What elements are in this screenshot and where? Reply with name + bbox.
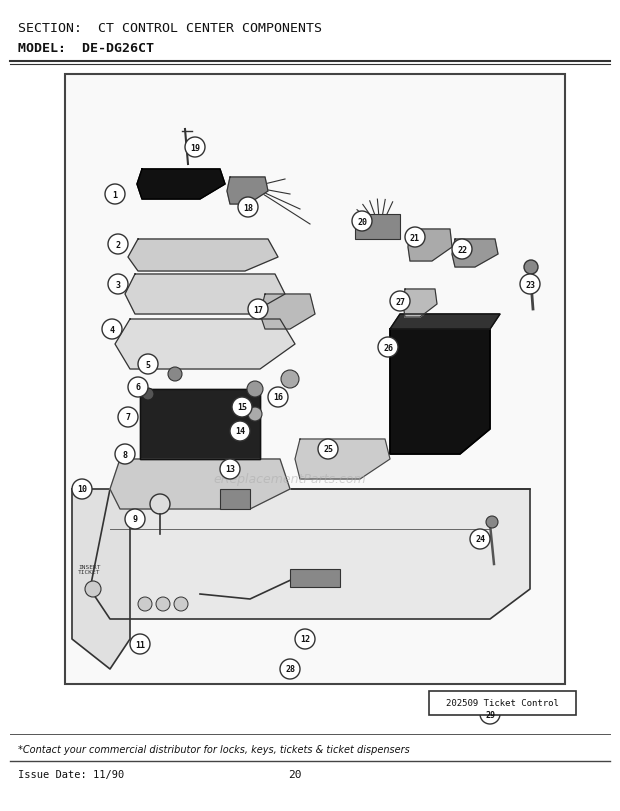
- Bar: [355, 215, 400, 240]
- Polygon shape: [115, 320, 295, 370]
- Text: 2: 2: [115, 240, 120, 249]
- Text: 12: 12: [300, 635, 310, 644]
- Polygon shape: [227, 178, 268, 204]
- Text: 17: 17: [253, 305, 263, 314]
- Polygon shape: [408, 230, 452, 262]
- Text: 13: 13: [225, 465, 235, 474]
- Bar: [290, 569, 340, 587]
- Circle shape: [486, 517, 498, 528]
- Text: 16: 16: [273, 393, 283, 402]
- Circle shape: [115, 444, 135, 465]
- Polygon shape: [403, 290, 437, 318]
- Bar: [65, 75, 565, 684]
- Text: 20: 20: [357, 217, 367, 226]
- Circle shape: [247, 381, 263, 397]
- Text: 15: 15: [237, 403, 247, 412]
- FancyBboxPatch shape: [429, 691, 576, 715]
- Circle shape: [105, 185, 125, 204]
- Text: SECTION:  CT CONTROL CENTER COMPONENTS: SECTION: CT CONTROL CENTER COMPONENTS: [18, 22, 322, 35]
- Circle shape: [128, 378, 148, 397]
- Text: 21: 21: [410, 234, 420, 242]
- Circle shape: [156, 597, 170, 611]
- Circle shape: [102, 320, 122, 340]
- Circle shape: [142, 388, 154, 401]
- Text: 14: 14: [235, 427, 245, 436]
- Polygon shape: [72, 489, 130, 669]
- Polygon shape: [295, 440, 390, 479]
- Text: MODEL:  DE-DG26CT: MODEL: DE-DG26CT: [18, 42, 154, 55]
- Circle shape: [281, 371, 299, 388]
- Text: 26: 26: [383, 343, 393, 352]
- Text: 5: 5: [146, 360, 151, 369]
- Circle shape: [318, 440, 338, 460]
- Circle shape: [220, 460, 240, 479]
- Text: 8: 8: [123, 450, 128, 459]
- Polygon shape: [260, 294, 315, 329]
- Text: 19: 19: [190, 144, 200, 152]
- Circle shape: [85, 581, 101, 597]
- Text: *Contact your commercial distributor for locks, keys, tickets & ticket dispenser: *Contact your commercial distributor for…: [18, 744, 410, 754]
- Circle shape: [520, 275, 540, 294]
- Polygon shape: [125, 275, 285, 315]
- Text: Issue Date: 11/90: Issue Date: 11/90: [18, 769, 124, 779]
- Text: 27: 27: [395, 297, 405, 306]
- Circle shape: [480, 704, 500, 724]
- Text: 28: 28: [285, 665, 295, 674]
- Circle shape: [168, 367, 182, 381]
- Polygon shape: [390, 329, 490, 454]
- Circle shape: [524, 260, 538, 275]
- Text: 3: 3: [115, 280, 120, 290]
- Circle shape: [295, 629, 315, 649]
- Text: 202509 Ticket Control: 202509 Ticket Control: [446, 698, 559, 708]
- Text: 9: 9: [133, 515, 138, 524]
- Bar: [220, 489, 250, 509]
- Polygon shape: [90, 489, 530, 620]
- Circle shape: [390, 292, 410, 311]
- Circle shape: [185, 138, 205, 158]
- Circle shape: [405, 228, 425, 247]
- Text: 11: 11: [135, 640, 145, 649]
- Circle shape: [470, 530, 490, 549]
- Text: INSERT
TICKET: INSERT TICKET: [78, 564, 100, 575]
- Circle shape: [138, 354, 158, 375]
- Circle shape: [150, 495, 170, 514]
- Circle shape: [452, 240, 472, 260]
- Circle shape: [230, 422, 250, 441]
- Circle shape: [108, 234, 128, 255]
- Text: eReplacementParts.com: eReplacementParts.com: [214, 473, 366, 486]
- Circle shape: [238, 198, 258, 217]
- Circle shape: [108, 275, 128, 294]
- Polygon shape: [452, 240, 498, 268]
- Circle shape: [130, 634, 150, 654]
- Circle shape: [232, 397, 252, 418]
- Text: 29: 29: [485, 710, 495, 719]
- Polygon shape: [110, 460, 290, 509]
- Text: 6: 6: [136, 383, 141, 392]
- Polygon shape: [140, 389, 260, 460]
- Text: 20: 20: [288, 769, 302, 779]
- Circle shape: [352, 212, 372, 232]
- Circle shape: [174, 597, 188, 611]
- Polygon shape: [390, 315, 500, 329]
- Circle shape: [378, 337, 398, 358]
- Circle shape: [268, 388, 288, 407]
- Circle shape: [248, 407, 262, 422]
- Circle shape: [138, 597, 152, 611]
- Text: 18: 18: [243, 204, 253, 212]
- Circle shape: [72, 479, 92, 500]
- Polygon shape: [137, 169, 225, 200]
- Circle shape: [125, 509, 145, 530]
- Polygon shape: [128, 240, 278, 272]
- Text: 10: 10: [77, 485, 87, 494]
- Text: 4: 4: [110, 325, 115, 334]
- Text: 7: 7: [125, 413, 130, 422]
- Circle shape: [280, 659, 300, 679]
- Text: 24: 24: [475, 534, 485, 544]
- Text: 1: 1: [112, 191, 118, 200]
- Circle shape: [248, 299, 268, 320]
- Text: 25: 25: [323, 445, 333, 454]
- Text: 22: 22: [457, 245, 467, 254]
- Text: 23: 23: [525, 280, 535, 290]
- Circle shape: [118, 407, 138, 427]
